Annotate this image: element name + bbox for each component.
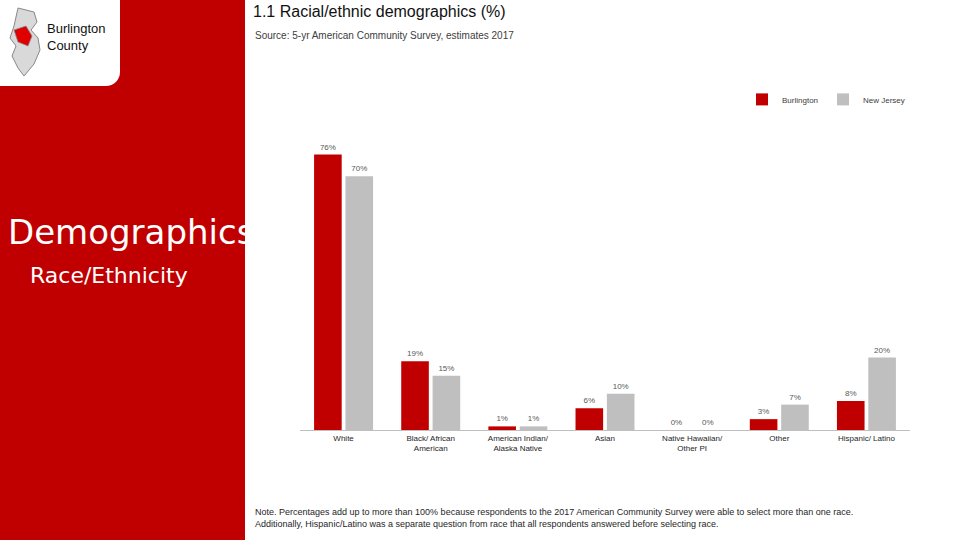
svg-text:Asian: Asian — [595, 434, 615, 443]
svg-text:7%: 7% — [789, 393, 801, 402]
svg-text:20%: 20% — [874, 346, 890, 355]
svg-text:3%: 3% — [758, 407, 770, 416]
svg-text:Hispanic/ Latino: Hispanic/ Latino — [838, 434, 895, 443]
svg-text:8%: 8% — [845, 389, 857, 398]
svg-text:10%: 10% — [613, 382, 629, 391]
svg-text:Other: Other — [769, 434, 789, 443]
svg-text:White: White — [333, 434, 354, 443]
svg-text:Burlington: Burlington — [782, 96, 818, 105]
svg-text:76%: 76% — [320, 143, 336, 152]
svg-text:19%: 19% — [407, 349, 423, 358]
svg-text:1%: 1% — [528, 414, 540, 423]
svg-text:New Jersey: New Jersey — [863, 96, 905, 105]
svg-text:Source: 5-yr American Communit: Source: 5-yr American Community Survey, … — [255, 30, 514, 41]
svg-text:15%: 15% — [438, 364, 454, 373]
svg-text:Native Hawaiian/Other PI: Native Hawaiian/Other PI — [662, 434, 723, 453]
svg-text:0%: 0% — [702, 418, 714, 427]
svg-text:American Indian/Alaska Native: American Indian/Alaska Native — [488, 434, 549, 453]
svg-text:Note. Percentages add up to mo: Note. Percentages add up to more than 10… — [255, 507, 853, 529]
svg-text:6%: 6% — [584, 396, 596, 405]
svg-text:1.1 Racial/ethnic demographics: 1.1 Racial/ethnic demographics (%) — [253, 3, 506, 20]
svg-text:70%: 70% — [351, 164, 367, 173]
svg-text:0%: 0% — [671, 418, 683, 427]
svg-text:Black/ AfricanAmerican: Black/ AfricanAmerican — [406, 434, 454, 453]
svg-text:1%: 1% — [496, 414, 508, 423]
